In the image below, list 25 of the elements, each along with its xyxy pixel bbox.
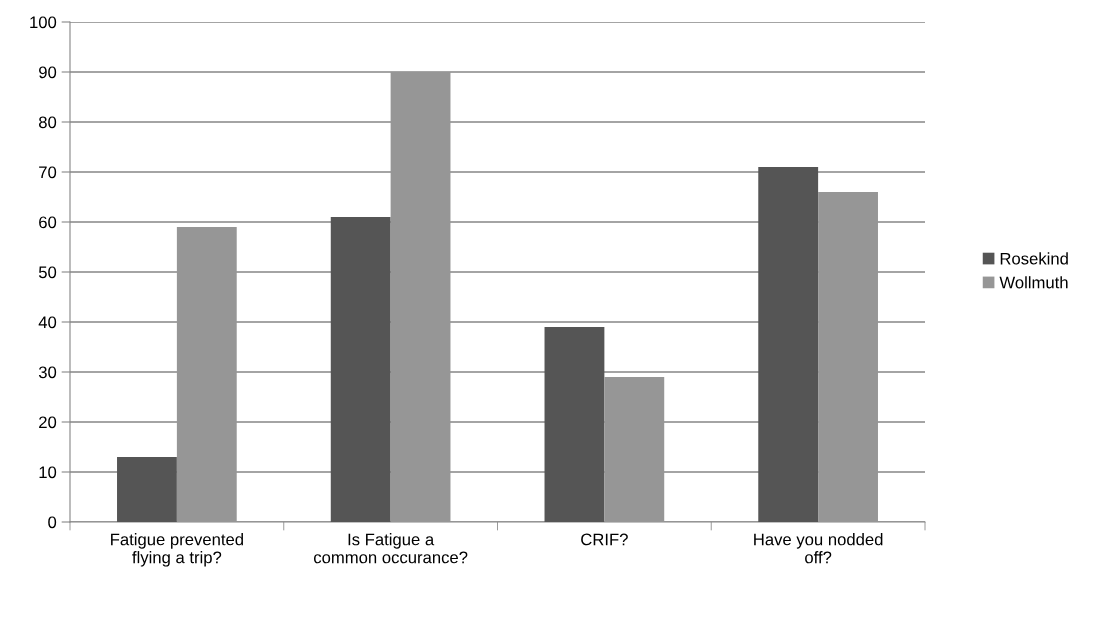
y-tick-label: 10 xyxy=(39,466,57,479)
x-tick-label: CRIF? xyxy=(581,533,628,546)
bar xyxy=(390,72,451,522)
bar xyxy=(544,327,605,522)
legend-label: Rosekind xyxy=(1000,252,1068,265)
y-tick-label: 70 xyxy=(39,166,57,179)
bar xyxy=(176,227,237,522)
y-tick-label: 20 xyxy=(39,416,57,429)
y-tick-label: 50 xyxy=(38,266,57,279)
legend-label: Wollmuth xyxy=(999,276,1068,289)
y-tick-label: 30 xyxy=(38,366,57,379)
bar xyxy=(604,377,665,522)
y-tick-label: 80 xyxy=(38,116,57,129)
x-tick-label: Have you nodded off? xyxy=(754,533,883,564)
bar xyxy=(758,167,819,522)
x-tick-label: Fatigue prevented flying a trip? xyxy=(111,533,243,567)
bar xyxy=(330,217,391,522)
x-tick-label: Is Fatigue a common occurance? xyxy=(313,533,468,564)
y-tick-label: 0 xyxy=(48,516,57,529)
y-tick-label: 90 xyxy=(39,66,57,79)
y-tick-label: 60 xyxy=(39,216,57,229)
y-tick-label: 100 xyxy=(30,16,57,29)
y-tick-label: 40 xyxy=(38,316,57,329)
bar xyxy=(117,457,177,522)
bar xyxy=(818,192,878,522)
